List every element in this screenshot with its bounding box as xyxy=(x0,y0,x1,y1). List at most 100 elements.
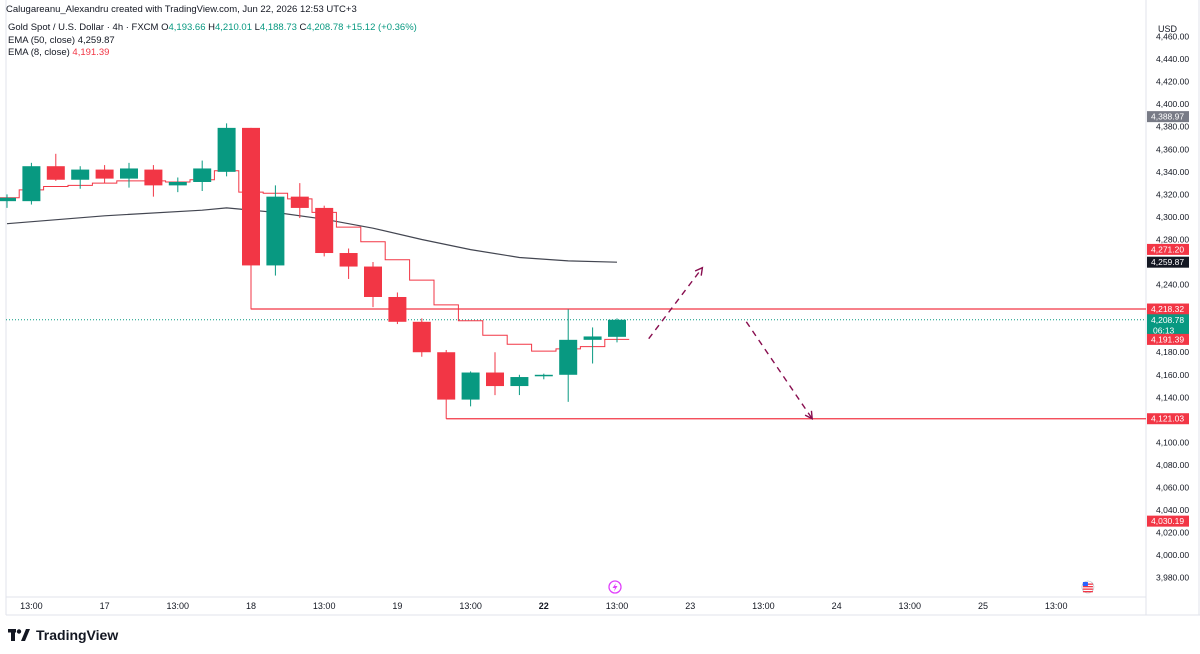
y-tick-label: 4,180.00 xyxy=(1156,347,1189,357)
candle-body[interactable] xyxy=(486,372,504,387)
low-label: L xyxy=(254,22,260,33)
candle-body[interactable] xyxy=(217,127,236,172)
ema8-label[interactable]: EMA (8, close) xyxy=(8,47,70,58)
lightning-glyph xyxy=(612,583,618,592)
x-tick-label: 13:00 xyxy=(606,601,629,611)
x-tick-label: 13:00 xyxy=(899,601,922,611)
ema50-line[interactable] xyxy=(6,207,618,263)
ema50-legend-row[interactable]: EMA (50, close) 4,259.87 xyxy=(8,35,417,48)
flag-stripe xyxy=(1082,588,1093,590)
candle-body[interactable] xyxy=(559,339,578,375)
chart-author-line: Calugareanu_Alexandru created with Tradi… xyxy=(6,4,357,15)
projection-arrow-line[interactable] xyxy=(745,321,813,420)
candle-body[interactable] xyxy=(583,336,602,340)
candle-body[interactable] xyxy=(388,296,407,322)
y-tick-label: 4,360.00 xyxy=(1156,144,1189,154)
y-tick-label: 4,340.00 xyxy=(1156,167,1189,177)
candle-body[interactable] xyxy=(364,266,382,297)
candle-body[interactable] xyxy=(339,253,358,267)
price-axis-badge xyxy=(1147,515,1189,527)
y-tick-label: 4,160.00 xyxy=(1156,370,1189,380)
tradingview-logo[interactable]: TradingView xyxy=(8,626,118,644)
y-tick-label: 3,980.00 xyxy=(1156,573,1189,583)
price-axis-badge xyxy=(1147,256,1189,268)
price-axis-badge-text: 4,191.39 xyxy=(1151,334,1184,344)
y-tick-label: 4,280.00 xyxy=(1156,234,1189,244)
x-tick-label: 17 xyxy=(100,601,110,611)
x-tick-label: 18 xyxy=(246,601,256,611)
y-tick-label: 4,240.00 xyxy=(1156,280,1189,290)
chart-area[interactable]: USD 4,460.00 4,440.00 4,420.00 4,400.00 4,380… xyxy=(0,0,1200,625)
candle-body[interactable] xyxy=(95,169,114,179)
candle-body[interactable] xyxy=(437,352,456,400)
candle-body[interactable] xyxy=(242,127,260,266)
candle-body[interactable] xyxy=(120,168,138,179)
y-tick-label: 4,000.00 xyxy=(1156,550,1189,560)
y-tick-label: 4,300.00 xyxy=(1156,212,1189,222)
candle-body[interactable] xyxy=(46,166,65,180)
symbol-name[interactable]: Gold Spot / U.S. Dollar · 4h · FXCM xyxy=(8,22,159,33)
flag-stripe xyxy=(1082,591,1093,593)
x-tick-label: 19 xyxy=(392,601,402,611)
price-axis-badge-text: 4,121.03 xyxy=(1151,414,1184,424)
candle-body[interactable] xyxy=(290,196,309,208)
y-tick-label: 4,400.00 xyxy=(1156,99,1189,109)
candle-body[interactable] xyxy=(22,166,41,202)
currency-label[interactable]: USD xyxy=(1158,24,1178,34)
candle-body[interactable] xyxy=(461,372,480,400)
price-axis-badge xyxy=(1147,413,1189,425)
candle-body[interactable] xyxy=(71,169,90,180)
tradingview-logo-icon xyxy=(8,629,30,641)
projection-arrow-head xyxy=(694,266,704,276)
y-tick-label: 4,020.00 xyxy=(1156,528,1189,538)
y-tick-label: 4,100.00 xyxy=(1156,437,1189,447)
x-tick-label: 13:00 xyxy=(167,601,190,611)
candle-body[interactable] xyxy=(608,319,626,337)
y-tick-label: 4,040.00 xyxy=(1156,505,1189,515)
ema8-value: 4,191.39 xyxy=(72,47,110,58)
x-tick-label: 22 xyxy=(539,601,549,611)
symbol-ohlc-row[interactable]: Gold Spot / U.S. Dollar · 4h · FXCM O4,1… xyxy=(8,22,417,35)
low-value: 4,188.73 xyxy=(259,22,297,33)
candle-body[interactable] xyxy=(510,377,529,387)
candle-body[interactable] xyxy=(534,374,553,377)
price-axis-badge-text: 4,208.78 xyxy=(1151,315,1184,325)
price-axis-badge xyxy=(1147,303,1189,315)
x-tick-label: 13:00 xyxy=(1045,601,1068,611)
open-value: 4,193.66 xyxy=(168,22,206,33)
candle-body[interactable] xyxy=(0,197,16,202)
candle-body[interactable] xyxy=(168,181,187,186)
y-tick-label: 4,460.00 xyxy=(1156,32,1189,42)
price-axis-badge xyxy=(1147,314,1189,337)
ema8-legend-row[interactable]: EMA (8, close) 4,191.39 xyxy=(8,47,417,60)
x-tick-label: 13:00 xyxy=(459,601,482,611)
open-label: O xyxy=(161,22,169,33)
high-value: 4,210.01 xyxy=(215,22,252,33)
ema8-line[interactable] xyxy=(0,170,630,352)
price-axis-badge-text: 4,030.19 xyxy=(1151,516,1184,526)
y-tick-label: 4,380.00 xyxy=(1156,122,1189,132)
tradingview-brand-text: TradingView xyxy=(36,627,119,643)
price-axis-badge-text: 4,388.97 xyxy=(1151,112,1184,122)
candle-body[interactable] xyxy=(193,168,212,182)
projection-arrow-head xyxy=(804,410,814,420)
y-tick-label: 4,320.00 xyxy=(1156,189,1189,199)
flag-canton xyxy=(1082,582,1088,586)
y-tick-label: 4,080.00 xyxy=(1156,460,1189,470)
y-tick-label: 4,060.00 xyxy=(1156,483,1189,493)
candle-body[interactable] xyxy=(144,169,163,186)
candle-body[interactable] xyxy=(266,196,285,266)
projection-arrow-line[interactable] xyxy=(648,267,703,340)
price-axis-badge xyxy=(1147,111,1189,123)
close-label: C xyxy=(299,22,307,33)
ema50-label[interactable]: EMA (50, close) xyxy=(8,34,76,46)
y-tick-label: 4,440.00 xyxy=(1156,54,1189,64)
high-label: H xyxy=(208,22,215,33)
ema50-value: 4,259.87 xyxy=(77,34,115,46)
chart-legend: Gold Spot / U.S. Dollar · 4h · FXCM O4,1… xyxy=(8,22,417,60)
x-tick-label: 24 xyxy=(832,601,842,611)
candle-body[interactable] xyxy=(315,207,334,254)
candle-body[interactable] xyxy=(412,321,431,353)
y-tick-label: 4,140.00 xyxy=(1156,392,1189,402)
